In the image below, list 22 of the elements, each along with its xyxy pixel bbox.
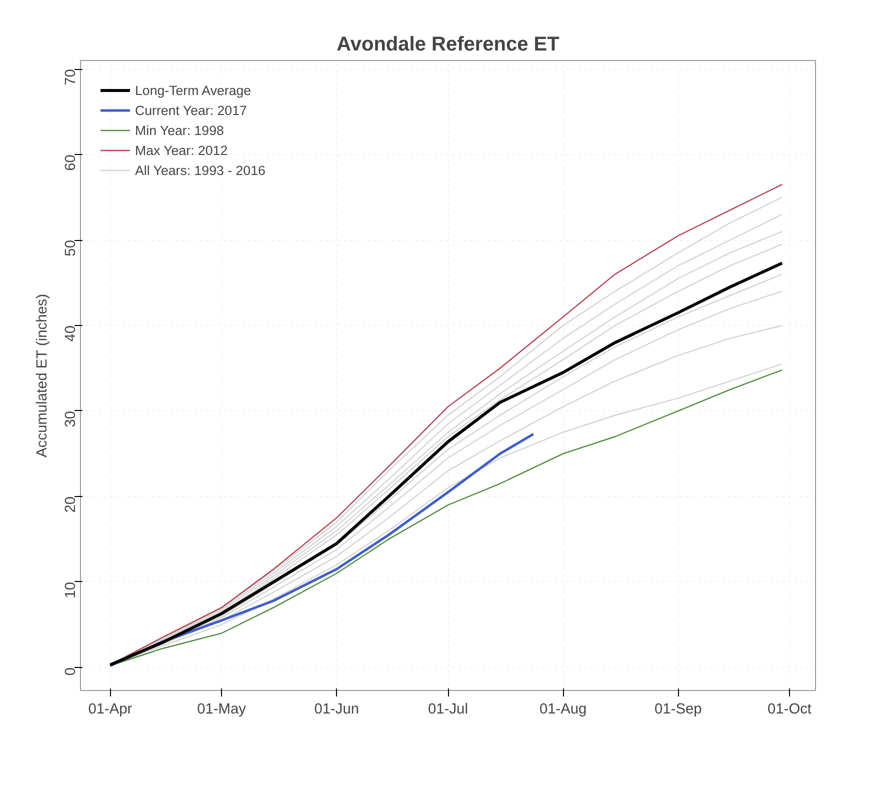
legend-label: Max Year: 2012: [135, 142, 228, 158]
y-tick-label: 20: [63, 496, 79, 513]
y-tick-label: 40: [63, 325, 79, 342]
legend-label: Current Year: 2017: [135, 102, 247, 118]
x-tick-label: 01-Oct: [768, 702, 812, 718]
legend-label: Long-Term Average: [135, 82, 252, 98]
y-tick-label: 60: [63, 154, 79, 171]
y-tick-label: 10: [63, 582, 79, 598]
x-tick-label: 01-Jul: [428, 702, 468, 718]
x-tick-label: 01-Jun: [314, 702, 360, 718]
legend-label: Min Year: 1998: [135, 122, 224, 138]
legend-label: All Years: 1993 - 2016: [135, 162, 266, 178]
x-tick-label: 01-Apr: [88, 702, 132, 718]
x-tick-label: 01-May: [197, 702, 247, 718]
y-tick-label: 70: [63, 69, 79, 86]
y-tick-label: 0: [63, 667, 79, 676]
x-tick-label: 01-Aug: [539, 702, 587, 718]
x-tick-label: 01-Sep: [654, 702, 702, 718]
y-tick-label: 50: [63, 240, 79, 256]
chart-title: Avondale Reference ET: [336, 34, 560, 56]
y-tick-label: 30: [63, 410, 79, 428]
y-axis-title: Accumulated ET (inches): [34, 294, 50, 458]
